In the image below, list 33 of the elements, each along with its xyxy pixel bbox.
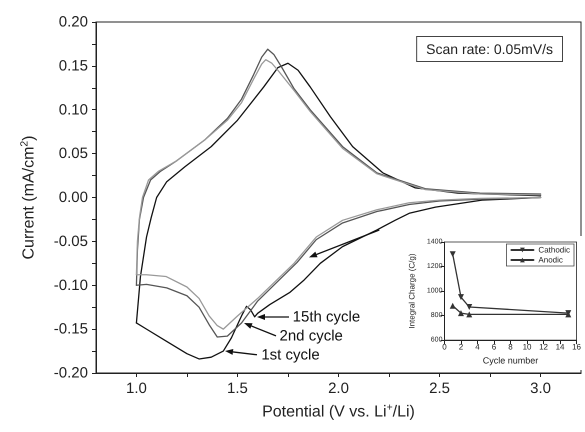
x-tick-label: 16 [572,342,582,352]
x-tick-label: 0 [442,342,448,352]
x-axis-title: Potential (V vs. Li+/Li) [262,402,415,420]
y-tick-label: -0.15 [54,320,88,338]
y-tick-label: 0.00 [58,189,88,206]
x-tick-label: 3.0 [530,380,552,397]
y-tick-label: -0.20 [54,364,88,382]
y-tick-label: -0.10 [54,276,88,294]
legend-label: Anodic [538,256,563,264]
y-tick-label: 0.20 [58,14,88,30]
y-axis-title: Integral Charge (C/g) [408,253,416,329]
annotation: 2nd cycle [280,327,343,344]
x-tick-label: 2.5 [429,380,450,397]
annotation: Scan rate: 0.05mV/s [426,41,554,57]
x-tick-label: 1.0 [126,380,147,397]
y-tick-label: -0.05 [54,232,88,250]
x-tick-label: 14 [556,342,566,352]
x-tick-label: 2.0 [328,380,349,397]
legend-label: Cathodic [538,246,570,254]
x-tick-label: 6 [492,342,497,352]
x-tick-label: 8 [508,342,514,352]
annotation: 1st cycle [261,346,320,364]
annotation: 15th cycle [292,308,360,326]
x-tick-label: 10 [522,342,532,352]
x-tick-label: 12 [539,342,549,352]
x-tick-label: 2 [458,342,464,352]
y-tick-label: 0.05 [58,145,88,162]
x-tick-label: 1.5 [227,380,248,397]
y-tick-label: 0.10 [58,101,88,118]
x-axis-title: Cycle number [482,356,538,366]
x-tick-label: 4 [475,342,480,352]
y-tick-label: 0.15 [58,57,88,74]
y-axis-title: Current (mA/cm2) [20,135,38,260]
